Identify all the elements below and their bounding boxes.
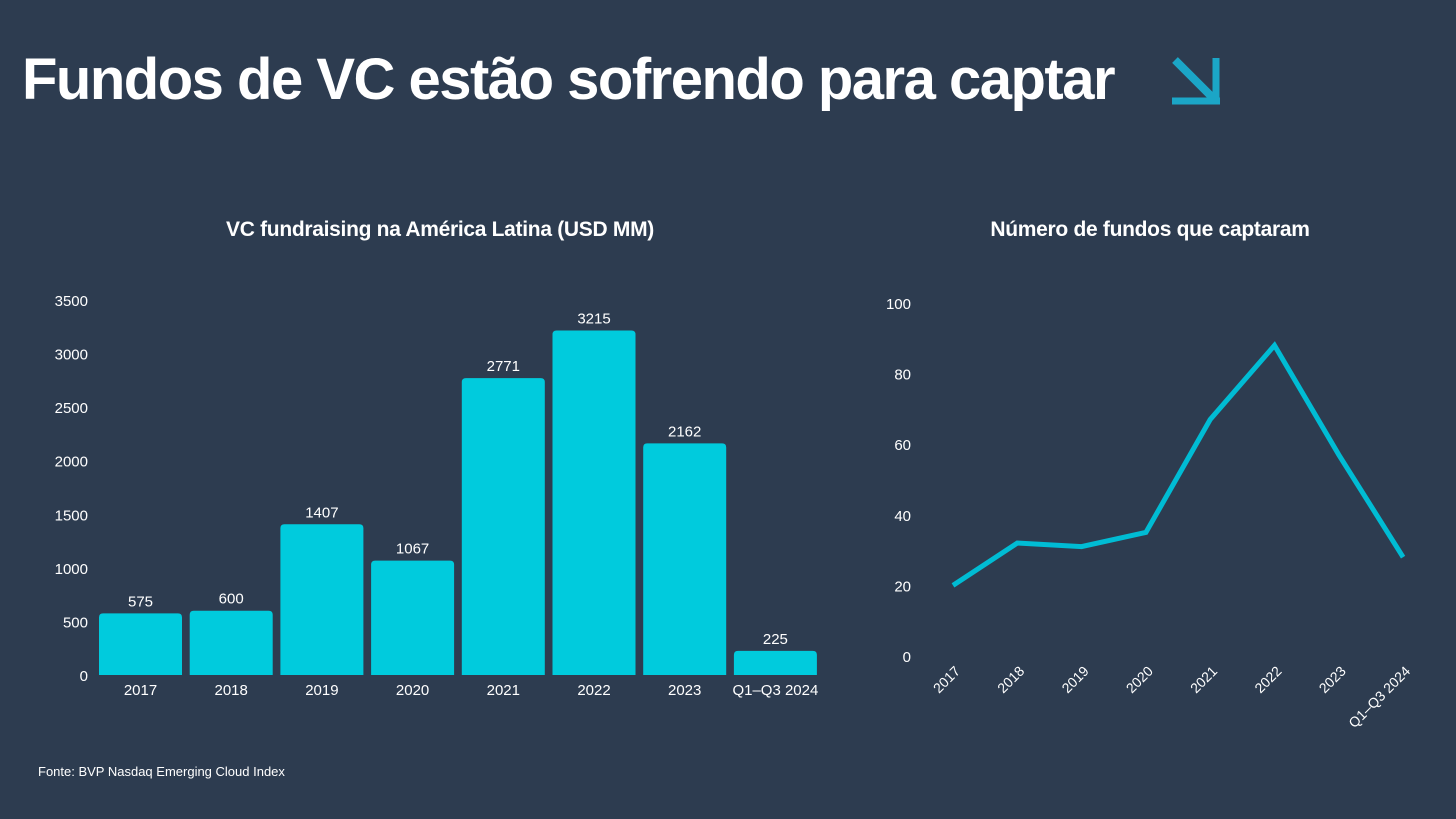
bar-x-tick-label: 2022 [577, 682, 610, 699]
line-x-tick-label: Q1–Q3 2024 [1345, 663, 1413, 731]
bar-data-label: 600 [219, 591, 244, 608]
bar-x-tick-label: 2021 [487, 682, 520, 699]
bar-data-label: 2162 [668, 423, 701, 440]
bar-x-tick-label: 2017 [124, 682, 157, 699]
bar-chart-title: VC fundraising na América Latina (USD MM… [226, 218, 654, 241]
bar-data-label: 2771 [487, 358, 520, 375]
bar-y-tick-label: 3500 [55, 293, 88, 310]
bar-data-label: 3215 [577, 311, 610, 328]
line-x-tick-label: 2021 [1187, 663, 1220, 696]
line-chart-title: Número de fundos que captaram [990, 218, 1310, 241]
bar-y-tick-label: 2500 [55, 400, 88, 417]
bar-x-tick-label: 2020 [396, 682, 429, 699]
bar [552, 330, 636, 675]
page-title: Fundos de VC estão sofrendo para captar [22, 47, 1116, 112]
bar-x-tick-label: Q1–Q3 2024 [732, 682, 818, 699]
bar [733, 650, 817, 675]
bar-y-tick-label: 1000 [55, 561, 88, 578]
bar-x-tick-label: 2018 [215, 682, 248, 699]
bar [461, 378, 545, 675]
line-x-tick-label: 2023 [1316, 663, 1349, 696]
bar-y-tick-label: 1500 [55, 507, 88, 524]
line-x-tick-label: 2017 [930, 663, 963, 696]
line-chart: 0 20 40 60 80 100 2017 2018 2019 2020 2021 2022 2023… [886, 296, 1413, 731]
bar [189, 610, 273, 675]
bar-y-tick-label: 3000 [55, 347, 88, 364]
line-y-tick-label: 0 [903, 649, 911, 666]
bar-data-label: 575 [128, 593, 153, 610]
bar-chart: 0 500 1000 1500 2000 2500 3000 3500 575 2017 600 20… [55, 293, 819, 699]
series-line [951, 341, 1406, 588]
line-x-tick-label: 2018 [994, 663, 1027, 696]
bar-y-tick-label: 2000 [55, 454, 88, 471]
bar-y-tick-label: 0 [80, 668, 88, 685]
bar [643, 443, 727, 675]
bar-x-tick-label: 2023 [668, 682, 701, 699]
bar-data-label: 225 [763, 631, 788, 648]
line-y-tick-label: 20 [894, 578, 911, 595]
bar [371, 560, 455, 675]
line-x-tick-label: 2019 [1058, 663, 1091, 696]
source-note: Fonte: BVP Nasdaq Emerging Cloud Index [38, 764, 285, 779]
line-x-tick-label: 2020 [1123, 663, 1156, 696]
bar-data-label: 1067 [396, 541, 429, 558]
line-y-tick-label: 80 [894, 367, 911, 384]
line-y-tick-label: 60 [894, 437, 911, 454]
line-y-tick-label: 100 [886, 296, 911, 313]
bar [280, 524, 364, 675]
bar-x-tick-label: 2019 [305, 682, 338, 699]
bar [99, 613, 182, 675]
bar-data-label: 1407 [305, 504, 338, 521]
bar-y-tick-label: 500 [63, 614, 88, 631]
line-y-tick-label: 40 [894, 508, 911, 525]
arrow-down-right-icon [1172, 57, 1220, 105]
line-x-tick-label: 2022 [1251, 663, 1284, 696]
